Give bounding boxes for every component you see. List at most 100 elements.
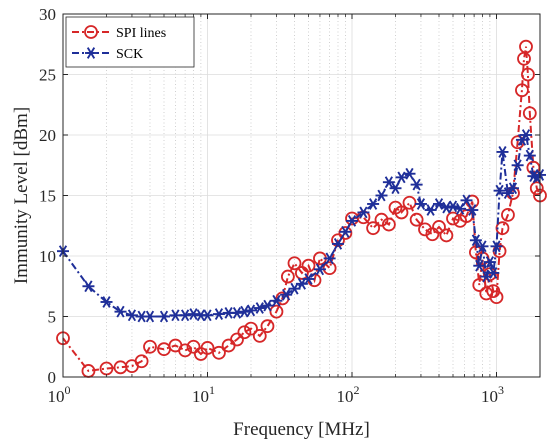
data-point (490, 240, 503, 253)
legend: SPI lines SCK (65, 16, 195, 68)
data-point (483, 256, 496, 268)
data-point (200, 341, 215, 355)
data-point (515, 83, 529, 98)
data-point (366, 221, 381, 236)
data-point (519, 129, 532, 141)
data-point (446, 211, 460, 226)
data-point (469, 234, 482, 247)
data-point (367, 198, 380, 210)
data-point (522, 106, 537, 121)
series-layer (56, 39, 547, 378)
data-point (179, 309, 192, 322)
data-point (260, 319, 275, 334)
data-point (134, 354, 149, 369)
data-point (521, 67, 535, 82)
data-point (230, 332, 244, 347)
data-point (201, 309, 214, 322)
data-point (252, 328, 267, 343)
data-point (301, 258, 316, 273)
data-point (212, 308, 225, 320)
data-point (410, 178, 423, 191)
y-tick-label: 10 (39, 247, 56, 266)
x-axis-label: Frequency [MHz] (233, 419, 370, 440)
data-point (418, 222, 432, 237)
data-point (322, 261, 337, 276)
data-point (523, 149, 536, 162)
legend-label: SPI lines (116, 26, 166, 41)
data-point (476, 240, 489, 253)
data-point (402, 195, 417, 210)
data-point (447, 200, 460, 213)
data-point (409, 212, 424, 227)
ticks: 0 5 10 15 20 25 30 100 101 102 103 (39, 5, 541, 406)
data-point (529, 181, 544, 196)
data-point (287, 256, 302, 271)
data-point (238, 305, 251, 318)
data-point (323, 252, 336, 265)
data-point (519, 39, 533, 54)
x-tick-label: 101 (192, 383, 215, 406)
data-point (346, 215, 359, 227)
data-point (280, 269, 295, 284)
data-point (501, 187, 514, 199)
data-point (381, 217, 396, 232)
data-point (230, 306, 243, 319)
legend-marker (84, 25, 98, 39)
x-tick-label: 100 (48, 383, 71, 406)
data-point (244, 321, 258, 336)
data-point (186, 339, 201, 354)
y-tick-label: 15 (39, 187, 56, 206)
data-point (382, 176, 395, 189)
data-point (338, 226, 353, 240)
y-axis-label: Immunity Level [dBm] (11, 107, 32, 284)
data-point (244, 304, 257, 317)
data-point (187, 308, 200, 320)
data-point (493, 184, 506, 197)
data-point (496, 146, 509, 158)
data-point (460, 194, 473, 207)
legend-item: SCK (72, 47, 143, 62)
data-point (439, 228, 454, 243)
data-point (506, 182, 519, 195)
legend-box (65, 16, 195, 68)
data-point (125, 309, 138, 322)
data-point (331, 233, 345, 248)
y-tick-label: 20 (39, 126, 56, 145)
data-point (501, 207, 515, 222)
data-point (269, 304, 284, 319)
y-tick-label: 30 (39, 5, 56, 24)
data-point (261, 299, 274, 312)
data-point (178, 343, 193, 358)
y-tick-label: 0 (48, 368, 57, 387)
data-point (143, 339, 157, 354)
data-point (100, 296, 113, 308)
x-tick-label: 102 (337, 383, 360, 406)
data-point (394, 205, 409, 220)
data-point (143, 310, 156, 323)
data-point (495, 221, 510, 236)
series-spi-lines (56, 39, 547, 378)
legend-marker (85, 47, 97, 59)
data-point (158, 310, 171, 323)
data-point (280, 288, 293, 301)
data-point (114, 305, 127, 318)
data-point (440, 201, 453, 214)
data-point (82, 280, 95, 293)
data-point (466, 204, 479, 216)
data-point (339, 225, 352, 238)
data-point (473, 259, 486, 272)
data-point (331, 238, 344, 250)
data-point (454, 202, 467, 215)
data-point (403, 167, 416, 180)
data-point (237, 325, 252, 340)
series-sck (57, 129, 546, 323)
data-point (389, 182, 402, 195)
data-point (313, 263, 326, 276)
data-point (253, 302, 266, 314)
data-point (511, 159, 524, 172)
x-tick-label: 103 (481, 383, 504, 406)
data-point (212, 345, 226, 360)
data-point (357, 206, 370, 219)
data-point (374, 212, 389, 227)
